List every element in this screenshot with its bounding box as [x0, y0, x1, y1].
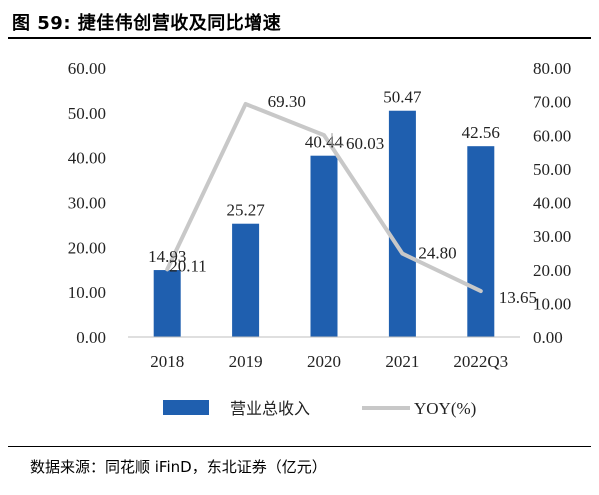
source-note: 数据来源：同花顺 iFinD，东北证券（亿元） [30, 458, 327, 476]
revenue-yoy-chart: 0.00 10.00 20.00 30.00 40.00 50.00 60.00 0.00 10… [68, 59, 572, 418]
x-axis-tick-label: 2020 [307, 352, 341, 371]
yoy-line [165, 101, 483, 294]
legend-label-revenue: 营业总收入 [230, 400, 310, 418]
revenue-bar [232, 223, 260, 337]
right-axis-tick-label: 80.00 [533, 59, 571, 78]
legend-swatch-revenue [163, 400, 209, 415]
revenue-data-label: 14.93 [148, 247, 186, 266]
yoy-data-label: 20.11 [169, 256, 207, 275]
figure-title-row: 图 59: 捷佳伟创营收及同比增速 [8, 6, 591, 36]
left-axis-tick-label: 10.00 [68, 283, 106, 302]
revenue-data-label: 50.47 [383, 88, 422, 107]
x-axis-tick-label: 2019 [229, 352, 263, 371]
yoy-data-label: 60.03 [346, 134, 384, 153]
revenue-bar [388, 110, 416, 337]
right-axis-tick-label: 50.00 [533, 160, 571, 179]
x-axis-tick-label: 2022Q3 [453, 352, 508, 371]
right-axis-tick-label: 70.00 [533, 93, 571, 112]
left-axis-tick-label: 40.00 [68, 149, 106, 168]
right-axis-tick-label: 40.00 [533, 194, 571, 213]
yoy-label-leader [331, 133, 344, 146]
x-axis-tick-label: 2018 [150, 352, 184, 371]
title-rule [8, 37, 591, 39]
yoy-data-label: 69.30 [268, 92, 306, 111]
revenue-bar [467, 146, 495, 337]
yoy-data-label: 13.65 [499, 288, 537, 307]
x-axis-tick-label: 2021 [385, 352, 419, 371]
revenue-data-label: 42.56 [462, 123, 500, 142]
yoy-data-label: 24.80 [418, 244, 456, 263]
figure-label: 图 59: [12, 13, 72, 34]
figure-title: 图 59: 捷佳伟创营收及同比增速 [12, 9, 281, 35]
left-axis-tick-label: 30.00 [68, 194, 106, 213]
revenue-bar [153, 270, 181, 337]
revenue-bar [310, 155, 338, 337]
left-axis-tick-label: 20.00 [68, 238, 106, 257]
right-axis-tick-label: 10.00 [533, 294, 571, 313]
legend-label-yoy: YOY(%) [414, 399, 476, 418]
left-axis-tick-label: 50.00 [68, 104, 106, 123]
revenue-data-label: 40.44 [305, 133, 344, 152]
right-axis-tick-label: 0.00 [533, 328, 563, 347]
source-rule [8, 446, 591, 447]
left-axis-tick-label: 60.00 [68, 59, 106, 78]
revenue-data-label: 25.27 [226, 201, 265, 220]
right-axis-tick-label: 20.00 [533, 261, 571, 280]
right-axis-tick-label: 30.00 [533, 227, 571, 246]
left-axis-tick-label: 0.00 [76, 328, 106, 347]
figure-title-text: 捷佳伟创营收及同比增速 [77, 13, 282, 34]
right-axis-tick-label: 60.00 [533, 126, 571, 145]
